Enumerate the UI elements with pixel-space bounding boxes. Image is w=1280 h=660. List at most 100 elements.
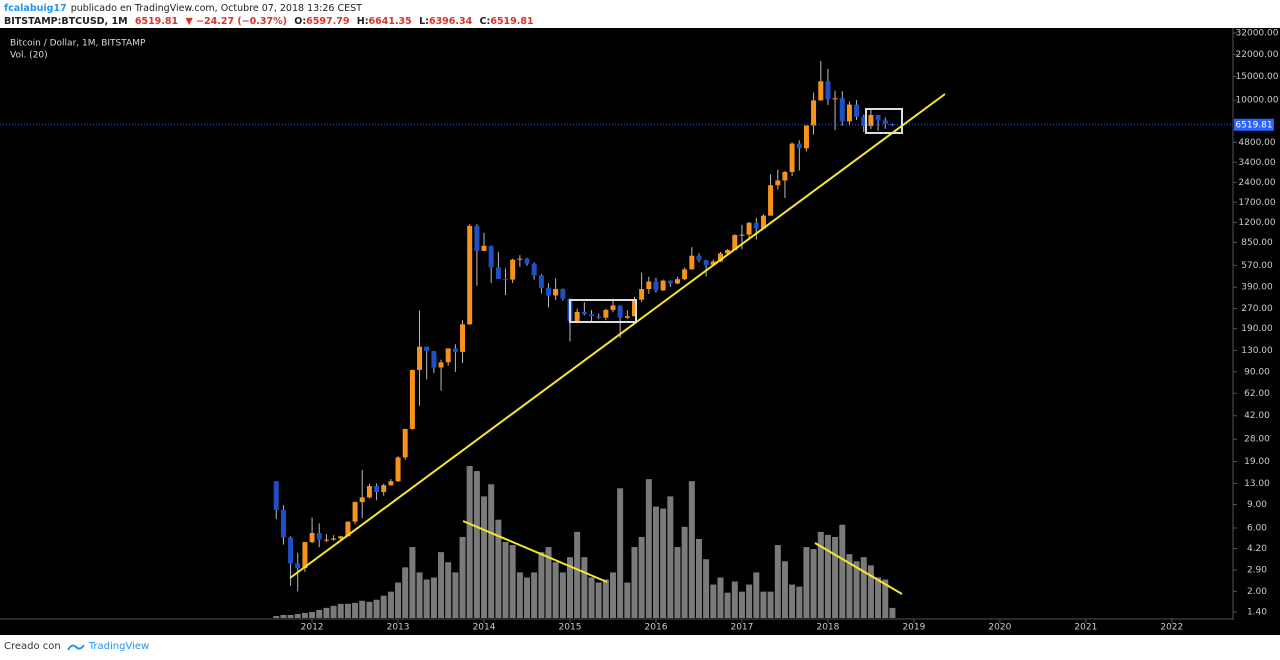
volume-bar (645, 479, 652, 618)
y-tick-label: 2.90 (1247, 565, 1267, 575)
volume-bar (531, 572, 538, 618)
volume-bar (574, 531, 581, 618)
candle-body (882, 120, 888, 125)
ohlc-label: C: (479, 16, 491, 27)
candle-body (288, 537, 294, 564)
ohlc-label: L: (419, 16, 429, 27)
volume-bar (387, 591, 394, 618)
volume-bar (595, 582, 602, 618)
volume-bar (753, 572, 760, 618)
candle-body (316, 533, 322, 540)
candle-body (588, 314, 594, 317)
volume-bar (438, 552, 445, 618)
volume-bar (402, 567, 409, 618)
candle-body (596, 316, 602, 318)
volume-bar (330, 605, 337, 618)
volume-bar (789, 584, 796, 618)
x-tick-label: 2020 (988, 623, 1011, 633)
y-tick-label: 4800.00 (1238, 138, 1275, 148)
candle-body (782, 171, 788, 181)
y-tick-label: 28.00 (1244, 435, 1270, 445)
brand-link[interactable]: TradingView (88, 641, 150, 652)
volume-bar (674, 547, 681, 618)
ohlc-value: 6641.35 (368, 16, 412, 27)
candle-body (725, 250, 731, 254)
candle-body (653, 281, 659, 291)
volume-bar (280, 614, 287, 618)
volume-bar (545, 547, 552, 618)
candle-body (631, 299, 637, 317)
x-tick-label: 2021 (1074, 623, 1097, 633)
y-tick-label: 42.00 (1244, 411, 1270, 421)
candle-body (560, 289, 566, 299)
volume-bar (344, 603, 351, 618)
marks: 1.40 2.00 2.90 4.20 6.00 9.00 13.00 19.00 28.00 4… (0, 29, 1279, 633)
candle-body (374, 486, 380, 492)
volume-bar (488, 484, 495, 618)
price-label-bg (1234, 118, 1274, 131)
candle-body (273, 481, 279, 510)
symbol-line: BITSTAMP:BTCUSD, 1M 6519.81 ▼ −24.27 (−0… (4, 16, 538, 27)
chart: Bitcoin / Dollar, 1M, BITSTAMP Vol. (20)… (0, 28, 1280, 635)
candle-body (639, 289, 645, 300)
candle-body (682, 269, 688, 280)
volume-bar (738, 591, 745, 618)
ohlc-value: 6597.79 (306, 16, 350, 27)
candle-body (710, 261, 716, 265)
volume-bar (352, 602, 359, 618)
candle-body (839, 98, 845, 122)
volume-bar (473, 471, 480, 618)
y-tick-label: 3400.00 (1238, 158, 1275, 168)
candle-body (739, 234, 745, 236)
candle-body (732, 235, 738, 251)
candle-body (610, 305, 616, 310)
candle-body (789, 143, 795, 172)
candle-body (295, 563, 301, 568)
y-tick-label: 15000.00 (1236, 72, 1279, 82)
candle-body (603, 309, 609, 318)
author[interactable]: fcalabuig17 (4, 3, 67, 14)
candle-body (538, 275, 544, 288)
candle-body (424, 346, 430, 352)
volume-trend-line (462, 520, 608, 583)
volume-bar (624, 582, 631, 618)
volume-bar (287, 614, 294, 618)
candle-body (832, 98, 838, 100)
y-tick-label: 62.00 (1244, 389, 1270, 399)
volume-bar (588, 577, 595, 618)
volume-bar (796, 586, 803, 618)
volume-bar (867, 565, 874, 618)
volume-bar (832, 536, 839, 618)
volume-bar (767, 591, 774, 618)
volume-bar (524, 577, 531, 618)
candle-body (868, 114, 874, 126)
y-tick-label: 1200.00 (1238, 218, 1275, 228)
candle-body (796, 143, 802, 149)
candle-body (574, 311, 580, 322)
candle-body (667, 280, 673, 284)
last-price: 6519.81 (134, 16, 179, 27)
y-tick-label: 4.20 (1247, 544, 1267, 554)
y-tick-label: 13.00 (1244, 479, 1270, 489)
volume-bar (445, 562, 452, 618)
volume-bar (817, 531, 824, 618)
chart-title: Bitcoin / Dollar, 1M, BITSTAMP (10, 39, 146, 49)
candle-body (889, 124, 895, 126)
volume-bar (703, 559, 710, 618)
volume-bar (495, 519, 502, 618)
volume-bar (337, 603, 344, 618)
candle-body (431, 351, 437, 368)
volume-bar (609, 572, 616, 618)
volume-bar (660, 508, 667, 618)
y-tick-label: 130.00 (1241, 346, 1273, 356)
y-tick-label: 190.00 (1241, 324, 1273, 334)
y-tick-label: 2.00 (1247, 587, 1267, 597)
price-change: ▼ −24.27 (−0.37%) (185, 16, 287, 27)
range-box (569, 299, 637, 323)
candle-body (517, 258, 523, 260)
y-tick-label: 2400.00 (1238, 178, 1275, 188)
ohlc-label: O: (294, 16, 307, 27)
candle-body (760, 215, 766, 229)
volume-bar (301, 612, 308, 618)
volume-bar (509, 545, 516, 618)
